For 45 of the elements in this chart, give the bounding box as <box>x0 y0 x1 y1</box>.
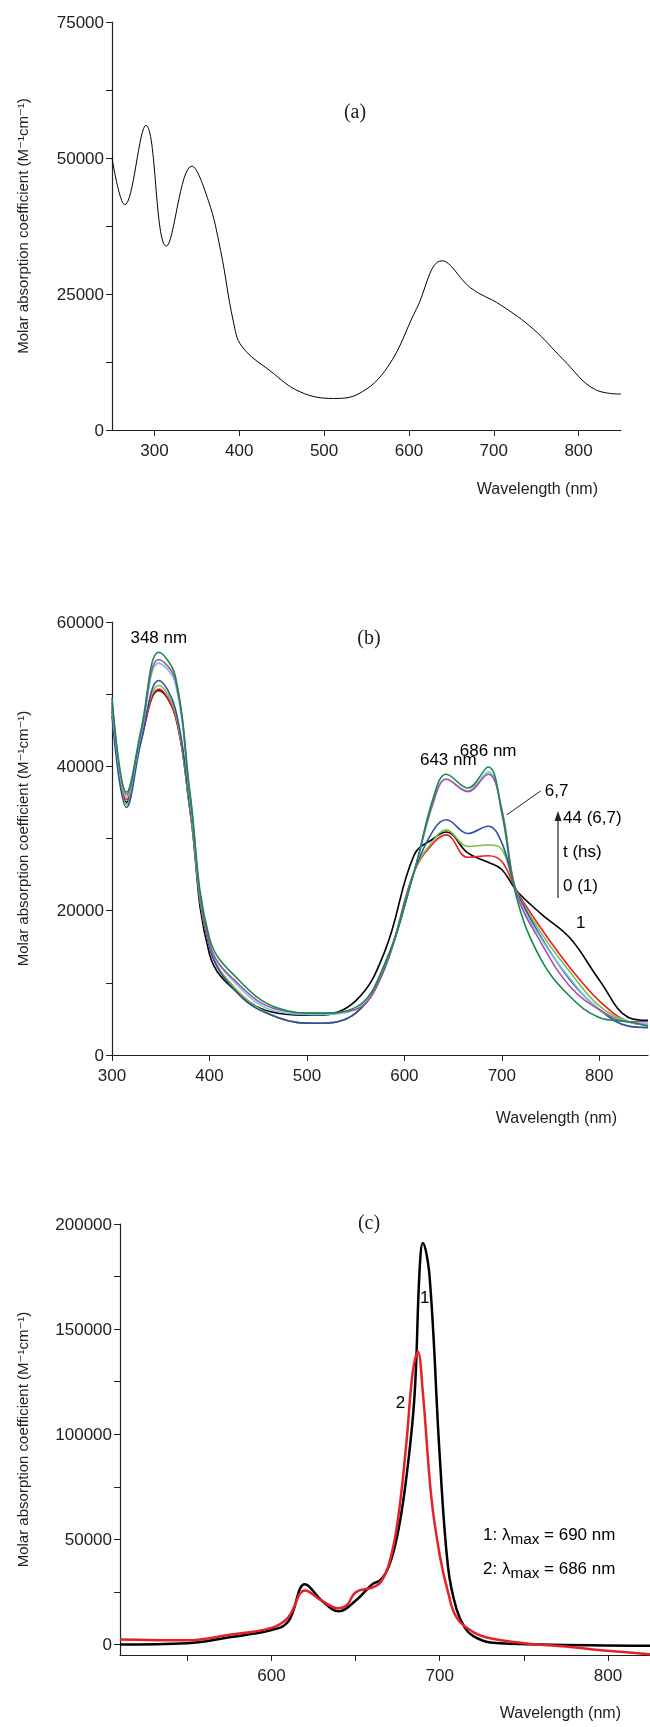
x-tick-label: 800 <box>564 441 593 460</box>
y-tick-label: 0 <box>94 420 104 440</box>
x-tick-label: 600 <box>257 1666 286 1685</box>
y-tick-label: 200000 <box>55 1214 112 1234</box>
y-tick-label: 75000 <box>56 12 104 32</box>
x-tick-label: 500 <box>309 441 339 460</box>
x-tick-label: 800 <box>585 1066 614 1085</box>
y-tick-label: 0 <box>102 1634 112 1654</box>
x-tick-label: 500 <box>292 1066 322 1085</box>
x-axis-title: Wavelength (nm) <box>495 1108 617 1126</box>
y-axis-title: Molar absorption coefficient (M⁻¹cm⁻¹) <box>14 98 31 354</box>
y-tick-label: 50000 <box>64 1529 112 1549</box>
x-axis-title: Wavelength (nm) <box>499 1703 621 1721</box>
annotation: 6,7 <box>544 781 569 801</box>
y-tick-label: 40000 <box>56 756 104 776</box>
x-axis-title: Wavelength (nm) <box>476 479 598 497</box>
x-tick-label: 400 <box>225 441 254 460</box>
y-axis-title: Molar absorption coefficient (M⁻¹cm⁻¹) <box>14 710 31 967</box>
y-tick-label: 20000 <box>56 901 104 921</box>
y-tick-label: 100000 <box>55 1424 112 1444</box>
y-tick-label: 60000 <box>56 612 104 632</box>
x-tick-label: 300 <box>97 1066 127 1085</box>
x-tick-label: 600 <box>390 1066 419 1085</box>
x-tick-label: 700 <box>425 1666 454 1685</box>
annotation: 348 nm <box>130 628 188 648</box>
x-tick-label: 700 <box>479 441 508 460</box>
x-tick-label: 300 <box>140 441 169 460</box>
annotation: 0 (1) <box>563 875 598 895</box>
y-tick-label: 50000 <box>56 148 104 168</box>
x-tick-label: 600 <box>394 441 424 460</box>
x-tick-label: 800 <box>593 1666 623 1685</box>
chart-title: (b) <box>357 626 381 649</box>
y-axis-title: Molar absorption coefficient (M⁻¹cm⁻¹) <box>14 1311 31 1568</box>
annotation: 2 <box>395 1393 406 1413</box>
annotation: 44 (6,7) <box>563 807 622 827</box>
y-tick-label: 0 <box>94 1045 104 1065</box>
x-tick-label: 400 <box>195 1066 224 1085</box>
annotation: t (hs) <box>563 841 602 861</box>
y-tick-label: 25000 <box>56 284 104 304</box>
text: (a) <box>343 100 367 123</box>
x-tick-label: 700 <box>487 1066 517 1085</box>
annotation: 1 <box>420 1288 430 1308</box>
y-tick-label: 150000 <box>55 1319 112 1339</box>
annotation: 1 <box>576 912 586 932</box>
chart-title: (c) <box>357 1211 381 1234</box>
